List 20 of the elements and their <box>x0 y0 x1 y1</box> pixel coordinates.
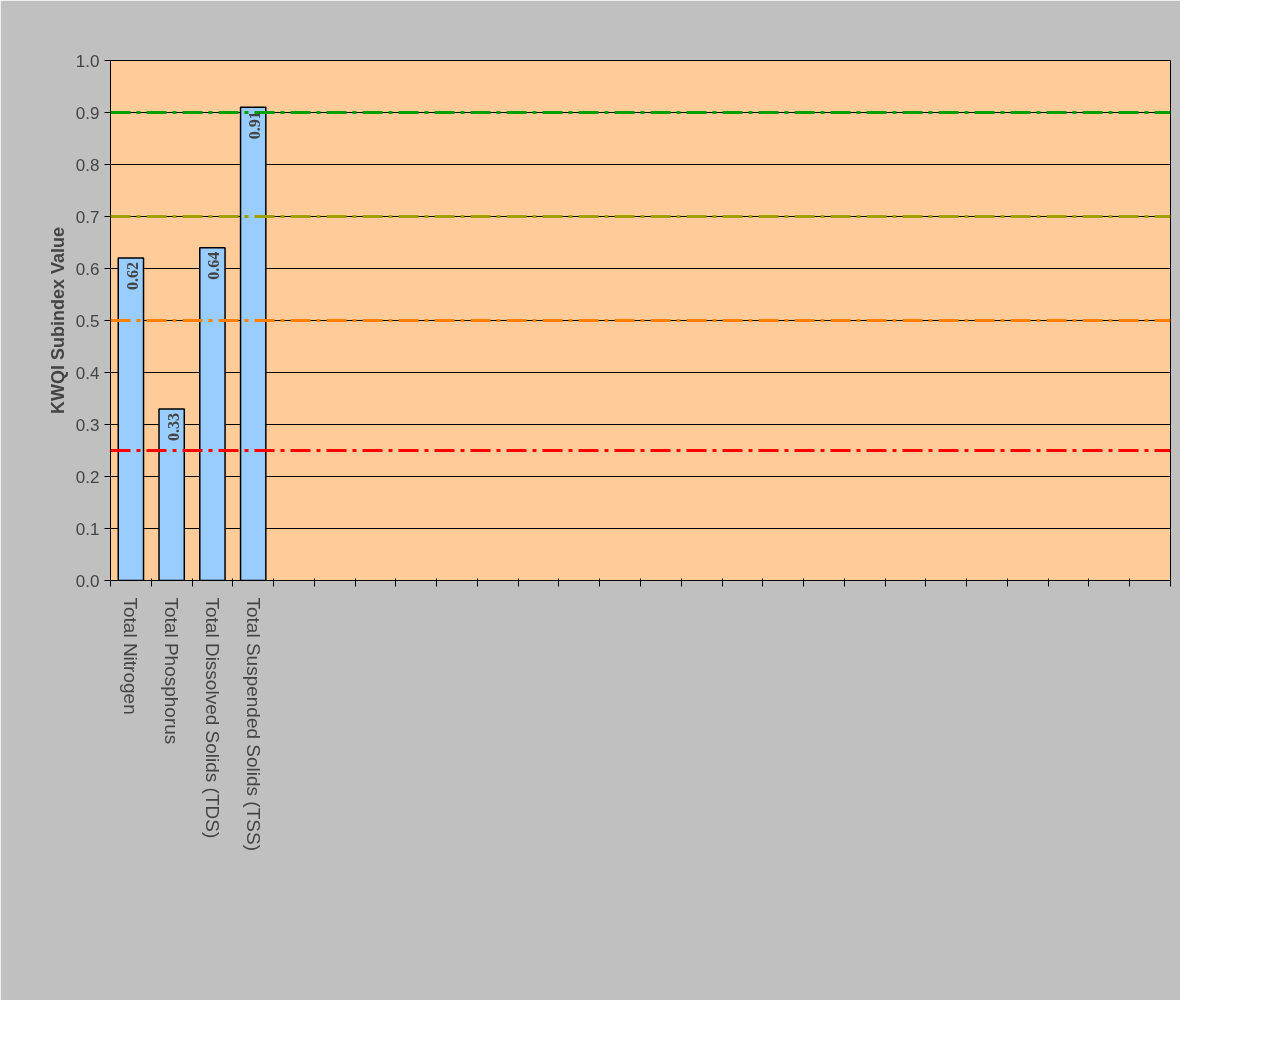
y-tick-label: 0.9 <box>75 103 100 123</box>
y-tick-label: 0.2 <box>75 467 100 487</box>
y-tick-label: 0.6 <box>75 259 100 279</box>
x-tick-label: Total Phosphorus <box>161 597 183 745</box>
x-tick-label: Total Dissolved Solids (TDS) <box>201 597 223 839</box>
y-tick-label: 1.0 <box>75 51 100 71</box>
y-tick-label: 0.8 <box>75 155 100 175</box>
y-tick-label: 0.3 <box>75 415 100 435</box>
y-tick-label: 0.5 <box>75 311 100 331</box>
y-tick-label: 0.0 <box>75 571 100 591</box>
data-label: 0.91 <box>246 111 264 140</box>
y-tick-label: 0.4 <box>75 363 100 383</box>
data-label: 0.62 <box>123 262 141 291</box>
y-tick-label: 0.1 <box>75 519 100 539</box>
x-tick-label: Total Nitrogen <box>120 597 142 715</box>
y-axis-title: KWQI Subindex Value <box>47 226 68 415</box>
x-tick-label: Total Suspended Solids (TSS) <box>242 597 264 851</box>
data-label: 0.33 <box>164 412 182 441</box>
data-label: 0.64 <box>205 251 223 280</box>
y-tick-label: 0.7 <box>75 207 100 227</box>
